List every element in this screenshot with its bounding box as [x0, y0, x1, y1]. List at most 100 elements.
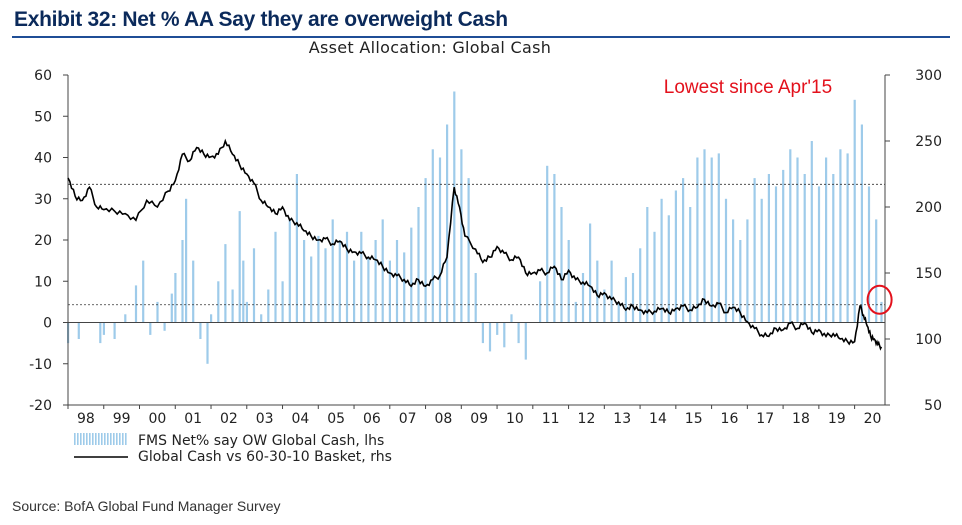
bar-51 — [431, 149, 434, 323]
bar-81 — [646, 207, 649, 323]
bar-1 — [77, 322, 80, 339]
exhibit-title: Exhibit 32: Net % AA Say they are overwe… — [14, 8, 508, 31]
x-tick-label-4: 02 — [220, 411, 238, 427]
bar-76 — [610, 260, 613, 323]
y-left-tick-label-2: 0 — [43, 316, 52, 332]
x-tick-label-22: 20 — [864, 411, 882, 427]
legend-swatch-bars — [74, 433, 127, 445]
bar-48 — [410, 227, 413, 323]
bar-66 — [539, 281, 542, 323]
bar-108 — [839, 149, 842, 323]
legend-swatch-bar-8 — [98, 433, 100, 445]
bar-110 — [853, 99, 856, 323]
bar-50 — [424, 178, 427, 323]
bar-114 — [880, 301, 883, 323]
bar-40 — [353, 260, 356, 323]
legend-swatch-bar-0 — [74, 433, 76, 445]
x-tick-label-11: 09 — [470, 411, 488, 427]
bar-84 — [667, 215, 670, 323]
bar-42 — [367, 256, 370, 323]
y-left-tick-label-5: 30 — [34, 192, 52, 208]
bar-46 — [395, 240, 399, 323]
bar-77 — [617, 301, 620, 323]
x-tick-label-0: 98 — [77, 411, 95, 427]
bar-28 — [267, 289, 270, 323]
bar-93 — [732, 219, 735, 323]
bar-86 — [682, 178, 685, 323]
legend-swatch-bar-9 — [101, 433, 103, 445]
y-right-tick-label-4: 250 — [915, 134, 942, 150]
bar-39 — [345, 231, 349, 323]
bar-100 — [782, 169, 785, 323]
title-rule — [12, 36, 950, 38]
y-left-tick-label-3: 10 — [34, 274, 52, 290]
bar-105 — [817, 186, 821, 323]
x-tick-label-14: 12 — [578, 411, 596, 427]
bar-16 — [192, 260, 195, 323]
bar-97 — [760, 198, 763, 323]
cash-vs-basket-line — [67, 138, 883, 351]
bar-80 — [639, 248, 642, 323]
bar-21 — [224, 244, 227, 323]
bar-92 — [724, 198, 728, 323]
bar-15 — [185, 198, 188, 323]
y-left-tick-label-8: 60 — [34, 68, 52, 84]
annotation-text: Lowest since Apr'15 — [664, 77, 832, 98]
bar-54 — [453, 91, 456, 323]
x-tick-label-3: 01 — [184, 411, 202, 427]
legend-swatch-bar-5 — [89, 433, 91, 445]
bar-23 — [238, 211, 241, 323]
y-left-tick-label-0: -20 — [29, 398, 52, 414]
bar-25 — [245, 301, 248, 323]
source-note: Source: BofA Global Fund Manager Survey — [12, 498, 281, 514]
x-tick-label-5: 03 — [256, 411, 274, 427]
bar-22 — [231, 289, 234, 323]
x-tick-label-21: 19 — [828, 411, 846, 427]
bar-101 — [789, 149, 792, 323]
bar-83 — [660, 198, 663, 323]
bar-8 — [142, 260, 145, 323]
bar-series — [67, 91, 883, 364]
bar-61 — [503, 322, 506, 348]
reference-lines — [68, 183, 885, 306]
bar-75 — [603, 289, 606, 323]
bar-9 — [149, 322, 152, 335]
legend-swatch-bar-13 — [113, 433, 115, 445]
y-right-tick-label-2: 150 — [915, 266, 942, 282]
bar-63 — [517, 322, 520, 344]
bar-95 — [746, 219, 749, 323]
bar-88 — [696, 157, 699, 323]
bar-24 — [242, 260, 245, 323]
bar-27 — [260, 314, 263, 323]
y-left-tick-label-7: 50 — [34, 109, 52, 125]
bar-18 — [206, 322, 209, 364]
x-tick-label-20: 18 — [792, 411, 810, 427]
bar-112 — [867, 186, 871, 323]
bar-79 — [631, 273, 635, 323]
bar-35 — [317, 235, 320, 323]
bar-96 — [753, 178, 756, 323]
bar-43 — [374, 240, 377, 323]
bar-33 — [303, 240, 306, 323]
bar-102 — [796, 157, 799, 323]
bar-98 — [767, 174, 770, 323]
x-tick-label-15: 13 — [613, 411, 631, 427]
bar-5 — [113, 322, 116, 339]
bar-29 — [274, 231, 277, 323]
bar-78 — [624, 277, 627, 323]
y-left-tick-label-6: 40 — [34, 151, 52, 167]
bar-62 — [510, 314, 513, 323]
bar-68 — [553, 174, 556, 323]
x-tick-label-2: 00 — [148, 411, 166, 427]
legend-swatch-bar-7 — [95, 433, 97, 445]
bar-74 — [596, 260, 599, 323]
bar-13 — [174, 273, 177, 323]
legend: FMS Net% say OW Global Cash, lhs Global … — [74, 433, 392, 465]
legend-swatch-bar-1 — [77, 433, 79, 445]
bar-7 — [134, 285, 138, 323]
legend-swatch-bar-4 — [86, 433, 88, 445]
bar-6 — [124, 314, 127, 323]
bar-14 — [181, 240, 184, 323]
bar-53 — [446, 124, 449, 323]
